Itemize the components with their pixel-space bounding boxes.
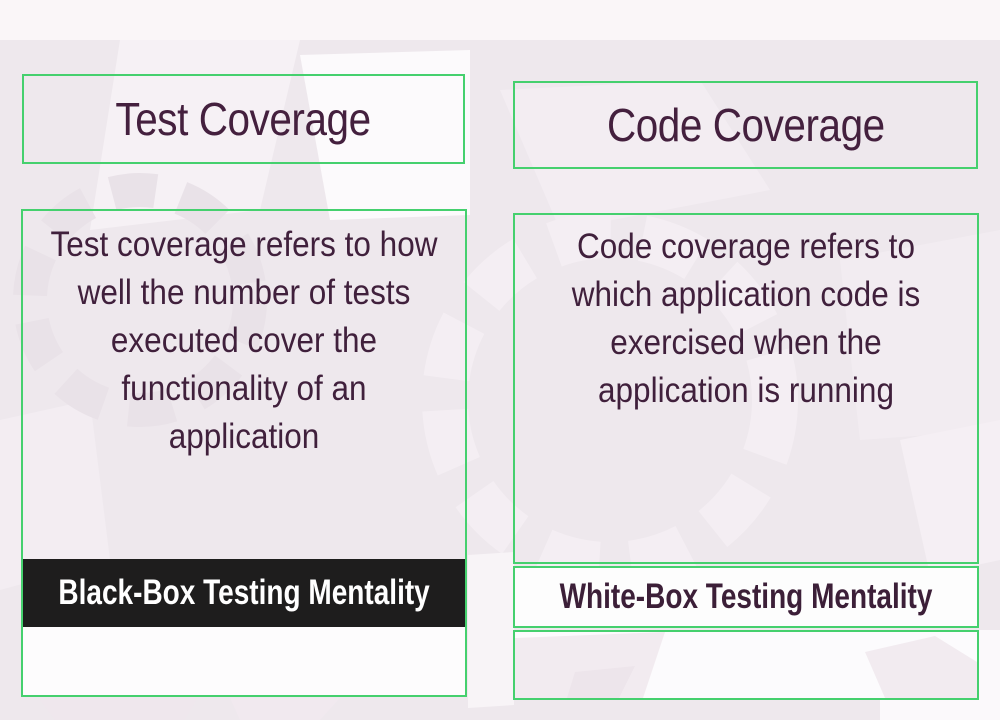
code-coverage-empty-row bbox=[513, 630, 979, 700]
description-line: functionality of an bbox=[121, 369, 367, 408]
code-coverage-title-box: Code Coverage bbox=[513, 81, 978, 169]
description-line: exercised when the bbox=[610, 323, 882, 362]
code-coverage-description: Code coverage refers to which applicatio… bbox=[538, 223, 954, 415]
description-line: which application code is bbox=[571, 275, 921, 314]
description-line: well the number of tests bbox=[77, 273, 411, 312]
white-box-mentality-bar: White-Box Testing Mentality bbox=[513, 566, 979, 628]
empty-row-pattern bbox=[515, 632, 977, 698]
white-box-mentality-label: White-Box Testing Mentality bbox=[559, 577, 933, 616]
test-coverage-description: Test coverage refers to how well the num… bbox=[45, 221, 443, 461]
code-coverage-title: Code Coverage bbox=[606, 99, 885, 151]
black-box-mentality-bar: Black-Box Testing Mentality bbox=[23, 559, 465, 627]
description-line: application is running bbox=[598, 371, 894, 410]
test-coverage-title-box: Test Coverage bbox=[22, 74, 465, 164]
description-line: Test coverage refers to how bbox=[50, 225, 438, 264]
test-coverage-content-box: Test coverage refers to how well the num… bbox=[21, 209, 467, 697]
test-coverage-title: Test Coverage bbox=[115, 93, 372, 145]
code-coverage-content-box: Code coverage refers to which applicatio… bbox=[513, 213, 979, 564]
description-line: executed cover the bbox=[110, 321, 378, 360]
black-box-mentality-label: Black-Box Testing Mentality bbox=[58, 573, 430, 612]
description-line: application bbox=[168, 417, 320, 456]
description-line: Code coverage refers to bbox=[577, 227, 915, 266]
